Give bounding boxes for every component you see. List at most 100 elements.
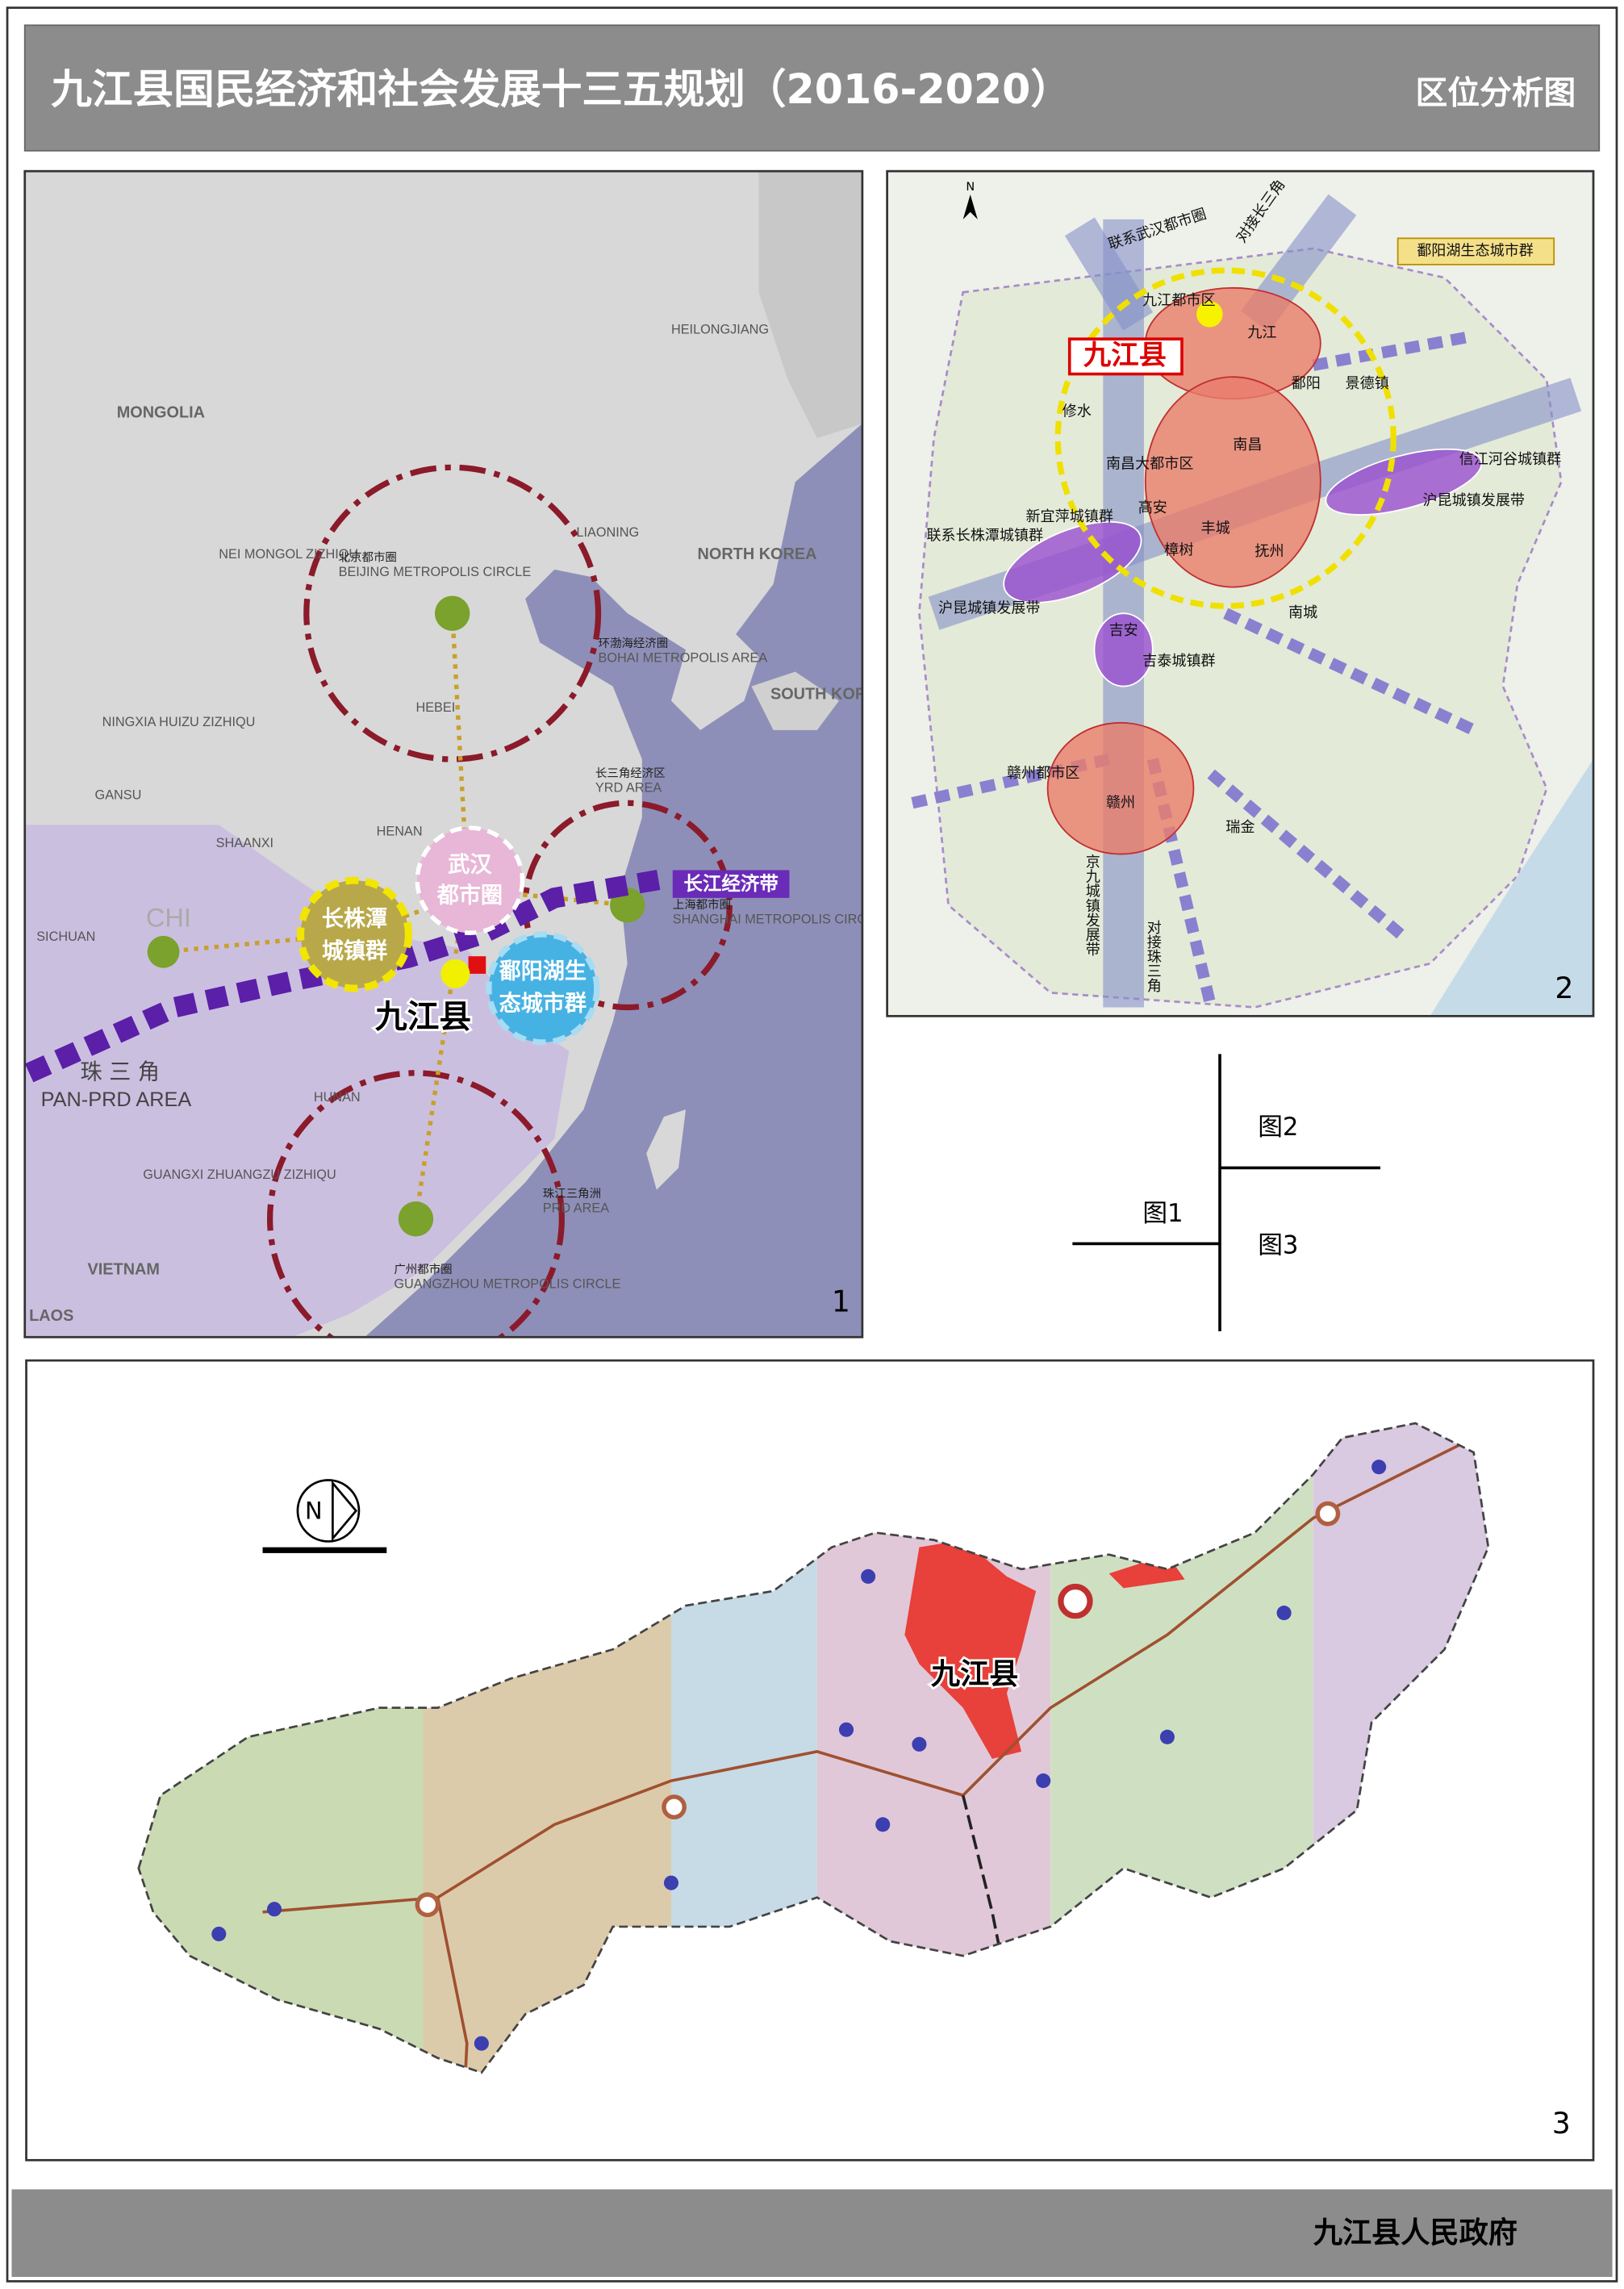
map-label: NORTH KOREA xyxy=(698,545,817,563)
map-label: GANSU xyxy=(95,788,142,803)
header-bar xyxy=(23,24,1601,152)
link-arrow xyxy=(1207,769,1405,939)
map-label: HUNAN xyxy=(314,1090,361,1105)
belt-label-box xyxy=(672,870,790,898)
town xyxy=(1276,1606,1292,1621)
metro-node xyxy=(434,595,470,631)
map-label: CHI xyxy=(146,904,191,933)
north-label: N xyxy=(966,181,975,194)
panel-border xyxy=(23,169,864,1339)
bubble-label: 态城市群 xyxy=(499,990,587,1016)
poyang-circle xyxy=(1054,267,1396,609)
town xyxy=(1371,1460,1387,1475)
map-label: 沪昆城镇发展带 xyxy=(1422,492,1525,509)
town xyxy=(861,1568,876,1584)
bubble-label: 武汉 xyxy=(448,853,492,878)
map-label: 修水 xyxy=(1062,403,1092,420)
town-cluster xyxy=(1093,612,1154,687)
index-label: 图2 xyxy=(1258,1113,1298,1142)
north-arrow xyxy=(332,1480,358,1542)
index-label: 图3 xyxy=(1258,1231,1298,1260)
map-label: 广州都市圈 xyxy=(394,1263,452,1276)
guangzhou-circle xyxy=(267,1070,565,1338)
map-label: 抚州 xyxy=(1255,543,1284,560)
map-label: MONGOLIA xyxy=(117,404,205,422)
map-label: SHAANXI xyxy=(216,836,273,850)
north-arrow xyxy=(962,194,978,219)
map-label: 新宜萍城镇群 xyxy=(1025,508,1113,525)
map-label: LAOS xyxy=(29,1307,73,1325)
town xyxy=(211,1926,227,1942)
map-label: HEBEI xyxy=(415,700,455,715)
town xyxy=(663,1875,679,1890)
map-label: 珠江三角洲 xyxy=(543,1187,601,1201)
town xyxy=(474,2036,489,2051)
town xyxy=(1159,1729,1175,1744)
town-dots xyxy=(211,1460,1387,2051)
metro-node xyxy=(398,1201,434,1237)
title: 九江县国民经济和社会发展十三五规划（2016-2020） xyxy=(51,65,1071,113)
jiujiang-label: 九江县 xyxy=(375,998,471,1035)
map-label: 南昌大都市区 xyxy=(1106,456,1193,473)
map-label: PAN-PRD AREA xyxy=(41,1088,192,1111)
link-arrow xyxy=(1312,330,1476,371)
road xyxy=(436,1897,469,2073)
jiujiang-label: 九江县 xyxy=(931,1656,1018,1691)
footer-text: 九江县人民政府 xyxy=(1313,2216,1518,2250)
map1: MONGOLIA HEILONGJIANG NEI MONGOL ZIZHIQU… xyxy=(24,171,883,1338)
bubble-label: 鄱阳湖生 xyxy=(499,959,587,984)
map-label: 吉安 xyxy=(1109,622,1138,639)
map-label: HENAN xyxy=(377,825,423,839)
map-label: HEILONGJIANG xyxy=(671,323,769,337)
map-label: BOHAI METROPOLIS AREA xyxy=(599,651,768,666)
bubble-label: 都市圈 xyxy=(436,883,503,908)
map-label: 樟树 xyxy=(1164,541,1193,558)
map-label: 北京都市圈 xyxy=(339,550,397,564)
map-label: 南昌 xyxy=(1233,436,1262,453)
map-label: VIETNAM xyxy=(88,1260,160,1278)
bubble-label: 长株潭 xyxy=(322,906,387,931)
map-label: 吉泰城镇群 xyxy=(1142,653,1215,670)
map-label: 联系长株潭城镇群 xyxy=(926,527,1043,544)
map-label: 赣州 xyxy=(1106,794,1135,811)
capital xyxy=(1058,1583,1093,1619)
map-label: 瑞金 xyxy=(1225,819,1255,836)
map-label: NINGXIA HUIZU ZIZHIQU xyxy=(102,715,256,729)
subtitle: 区位分析图 xyxy=(1415,75,1576,112)
map-label: 鄱阳湖生态城市群 xyxy=(1417,243,1534,260)
town xyxy=(875,1817,891,1832)
town-cluster xyxy=(1325,448,1483,516)
korea xyxy=(670,628,759,730)
jiujiang-marker xyxy=(468,956,486,974)
jiujiang-label: 九江县 xyxy=(1083,339,1167,371)
map-label: 鄱阳 xyxy=(1292,375,1321,392)
land-russia xyxy=(758,171,862,439)
map2: N 联系武汉都市圈 对接长三角 鄱阳湖生态城市群 九江都市区 九江县 九江 鄱阳… xyxy=(887,171,1594,1017)
town xyxy=(912,1736,927,1752)
footer-bar xyxy=(11,2189,1613,2277)
yangtze-belt xyxy=(24,868,666,1083)
jiujiang-dot xyxy=(440,959,470,988)
panel-border xyxy=(886,169,1595,1017)
north-label: N xyxy=(305,1497,323,1524)
label-box xyxy=(1396,237,1555,265)
city xyxy=(415,1892,440,1918)
map-label: 沪昆城镇发展带 xyxy=(938,600,1041,617)
map-label: 珠 三 角 xyxy=(80,1059,160,1084)
beijing-circle xyxy=(303,464,602,762)
map-label: SICHUAN xyxy=(36,929,95,944)
panel-number: 1 xyxy=(832,1284,850,1319)
city xyxy=(662,1794,687,1819)
map-label: SHANGHAI METROPOLIS CIRCLE xyxy=(673,912,883,926)
panel-number: 2 xyxy=(1555,971,1573,1005)
metro-area xyxy=(1144,376,1321,588)
map-label: 赣州都市区 xyxy=(1007,765,1079,782)
map-label: 信江河谷城镇群 xyxy=(1459,451,1562,468)
city xyxy=(1315,1501,1341,1527)
map-label: 京九城镇发展带 xyxy=(1083,854,1100,957)
town xyxy=(1036,1773,1051,1789)
map-label: GUANGZHOU METROPOLIS CIRCLE xyxy=(394,1276,620,1291)
sea xyxy=(1430,759,1594,1017)
